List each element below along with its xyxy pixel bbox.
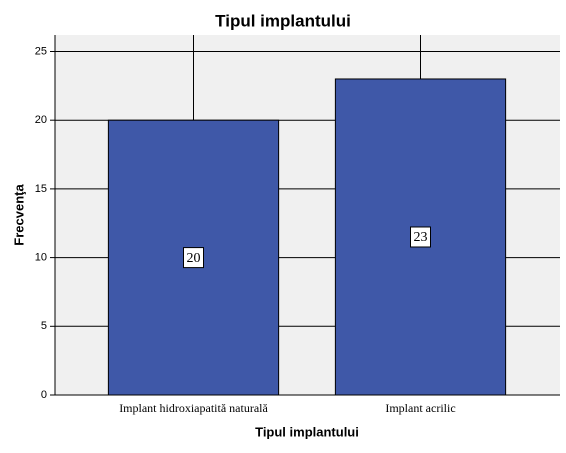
y-tick-label: 0: [41, 389, 47, 401]
y-tick-label: 25: [35, 45, 47, 57]
y-tick-label: 20: [35, 114, 47, 126]
chart-title: Tipul implantului: [215, 11, 351, 30]
value-label-box: [183, 247, 204, 269]
y-tick-label: 15: [35, 183, 47, 195]
x-tick-label: Implant hidroxiapatită naturală: [119, 401, 268, 415]
value-label-box: [410, 226, 431, 248]
y-tick-label: 5: [41, 320, 47, 332]
value-label: 20: [187, 251, 201, 266]
y-tick-label: 10: [35, 252, 47, 264]
x-tick-label: Implant acrilic: [385, 401, 455, 415]
x-axis-label: Tipul implantului: [255, 424, 359, 439]
y-axis-label: Frecvenţa: [11, 184, 26, 246]
value-label: 23: [414, 230, 428, 245]
